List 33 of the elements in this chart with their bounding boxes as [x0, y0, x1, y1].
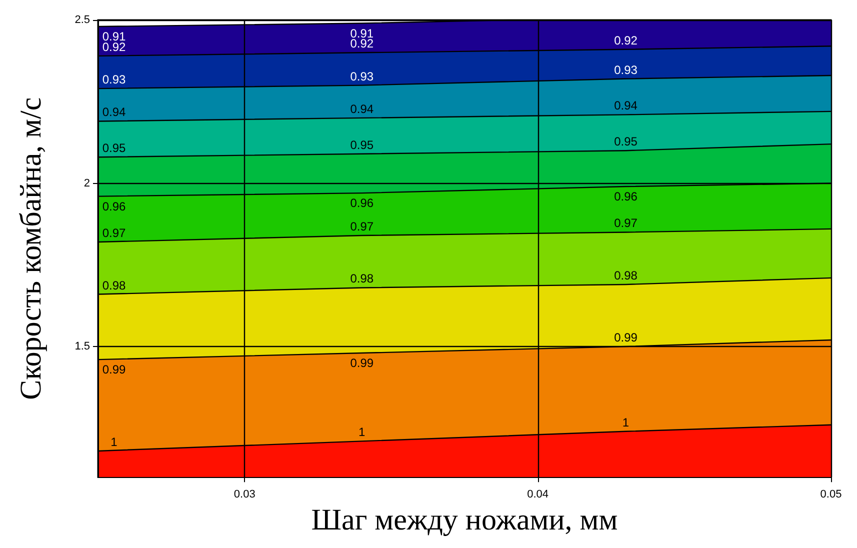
- series-label: 0.98: [102, 278, 126, 292]
- y-axis-title: Скорость комбайна, м/с: [14, 97, 48, 400]
- text: 0.93: [350, 69, 374, 84]
- text: 0.95: [350, 138, 374, 152]
- text: 0.99: [350, 356, 374, 370]
- y-tick-label: 2: [84, 177, 90, 190]
- series-label: 0.95: [614, 134, 638, 149]
- text: 0.96: [350, 196, 374, 210]
- series-label: 0.99: [614, 330, 638, 344]
- text: 0.94: [350, 102, 374, 116]
- text: 0.94: [614, 98, 638, 113]
- series-label: 1: [110, 434, 118, 449]
- x-axis-title: Шаг между ножами, мм: [311, 504, 618, 536]
- text: 0.96: [102, 199, 126, 214]
- series-label: 0.93: [102, 72, 126, 87]
- x-tick-label: 0.03: [234, 488, 256, 501]
- x-tick-label: 0.05: [820, 488, 842, 501]
- text: 0.99: [102, 362, 126, 377]
- y-tick-label: 1.5: [74, 340, 90, 352]
- text: 0.95: [102, 141, 126, 156]
- x-tick-label: 0.04: [527, 488, 549, 501]
- text: 1: [622, 415, 630, 430]
- series-label: 0.97: [102, 226, 126, 240]
- series-label: 0.96: [614, 190, 638, 204]
- text: 0.97: [614, 216, 638, 230]
- text: 0.98: [350, 272, 374, 286]
- series-label: 0.94: [102, 105, 126, 120]
- text: 1: [358, 425, 366, 440]
- text: 0.93: [614, 62, 638, 77]
- y-tick-label: 2.5: [74, 14, 90, 26]
- text: 0.97: [350, 219, 374, 234]
- text: 0.92: [614, 33, 638, 48]
- text: 0.98: [614, 268, 638, 282]
